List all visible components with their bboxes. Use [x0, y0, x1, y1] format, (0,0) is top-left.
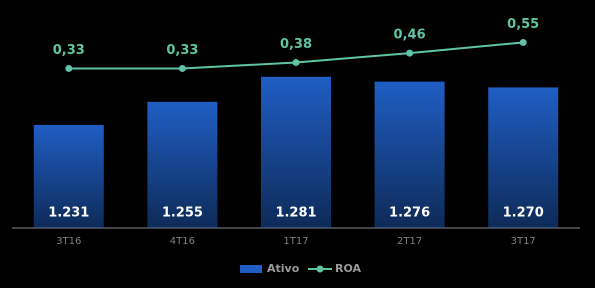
legend-label: ROA: [335, 262, 362, 275]
line-value-label: 0,33: [166, 43, 198, 58]
x-tick-label: 2T17: [397, 236, 422, 247]
line-value-label: 0,55: [507, 17, 539, 32]
line-marker: [65, 64, 73, 72]
bar-value-label: 1.270: [503, 206, 544, 221]
line-marker: [292, 59, 300, 67]
bar-value-label: 1.276: [389, 206, 430, 221]
bar: [261, 76, 331, 228]
bar: [33, 124, 104, 228]
x-tick-label: 3T16: [56, 236, 81, 247]
x-tick-label: 4T16: [170, 236, 195, 247]
line-value-label: 0,33: [53, 43, 85, 58]
line-marker: [519, 38, 527, 46]
x-tick-label: 1T17: [283, 236, 308, 247]
bar: [147, 101, 218, 228]
bar: [374, 81, 445, 228]
line-value-label: 0,38: [280, 37, 312, 52]
legend-label: Ativo: [267, 262, 300, 275]
legend-swatch: [240, 265, 262, 273]
line-marker: [178, 64, 186, 72]
x-tick-label: 3T17: [511, 236, 536, 247]
bar-value-label: 1.231: [48, 206, 89, 221]
line-marker: [406, 49, 414, 57]
bar: [488, 87, 559, 228]
line-value-label: 0,46: [394, 28, 426, 43]
bar-value-label: 1.281: [275, 206, 316, 221]
bar-value-label: 1.255: [162, 206, 203, 221]
legend-swatch: [316, 265, 324, 273]
